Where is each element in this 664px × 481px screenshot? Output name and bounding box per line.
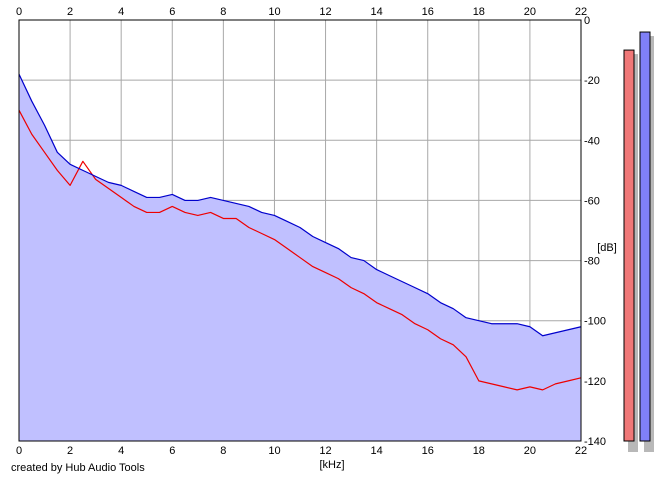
credit-text: created by Hub Audio Tools <box>11 462 145 474</box>
x-tick-label-bottom: 16 <box>422 445 434 457</box>
x-axis-top: 0 2 4 6 8 10 12 14 16 18 20 22 <box>16 6 587 18</box>
x-tick-label-top: 12 <box>319 6 331 18</box>
y-tick-label: -20 <box>584 75 600 87</box>
x-tick-label-bottom: 10 <box>268 445 280 457</box>
x-tick-label-top: 6 <box>169 6 175 18</box>
x-tick-label-top: 4 <box>118 6 124 18</box>
x-tick-label-top: 14 <box>371 6 383 18</box>
y-tick-label: -140 <box>584 436 606 448</box>
x-tick-label-bottom: 18 <box>473 445 485 457</box>
x-tick-label-top: 10 <box>268 6 280 18</box>
x-tick-label-bottom: 2 <box>67 445 73 457</box>
x-tick-label-top: 22 <box>575 6 587 18</box>
x-tick-label-top: 18 <box>473 6 485 18</box>
x-tick-label-bottom: 4 <box>118 445 124 457</box>
level-meter-blue <box>639 31 651 442</box>
y-axis-right: 0 -20 -40 -60 -80 -100 -120 -140 <box>584 15 606 448</box>
y-tick-label: -100 <box>584 316 606 328</box>
x-tick-label-top: 20 <box>524 6 536 18</box>
x-tick-label-top: 2 <box>67 6 73 18</box>
series-line-red <box>18 109 582 391</box>
x-tick-label-bottom: 22 <box>575 445 587 457</box>
x-tick-label-bottom: 20 <box>524 445 536 457</box>
y-tick-label: 0 <box>584 15 590 27</box>
y-tick-label: -40 <box>584 135 600 147</box>
level-meter-red <box>623 49 635 442</box>
x-tick-label-bottom: 14 <box>371 445 383 457</box>
x-axis-bottom: 0 2 4 6 8 10 12 14 16 18 20 22 <box>16 445 587 457</box>
x-tick-label-top: 0 <box>16 6 22 18</box>
x-axis-label: [kHz] <box>319 459 344 471</box>
x-tick-label-bottom: 12 <box>319 445 331 457</box>
plot-frame <box>18 19 582 442</box>
series-layer <box>18 73 582 441</box>
y-tick-label: -80 <box>584 256 600 268</box>
y-axis-label: [dB] <box>597 242 617 254</box>
y-tick-label: -60 <box>584 195 600 207</box>
x-tick-label-bottom: 8 <box>220 445 226 457</box>
x-tick-label-top: 8 <box>220 6 226 18</box>
series-line-blue <box>18 73 582 337</box>
x-tick-label-bottom: 0 <box>16 445 22 457</box>
x-tick-label-bottom: 6 <box>169 445 175 457</box>
y-tick-label: -120 <box>584 376 606 388</box>
x-tick-label-top: 16 <box>422 6 434 18</box>
level-meters <box>623 31 654 453</box>
